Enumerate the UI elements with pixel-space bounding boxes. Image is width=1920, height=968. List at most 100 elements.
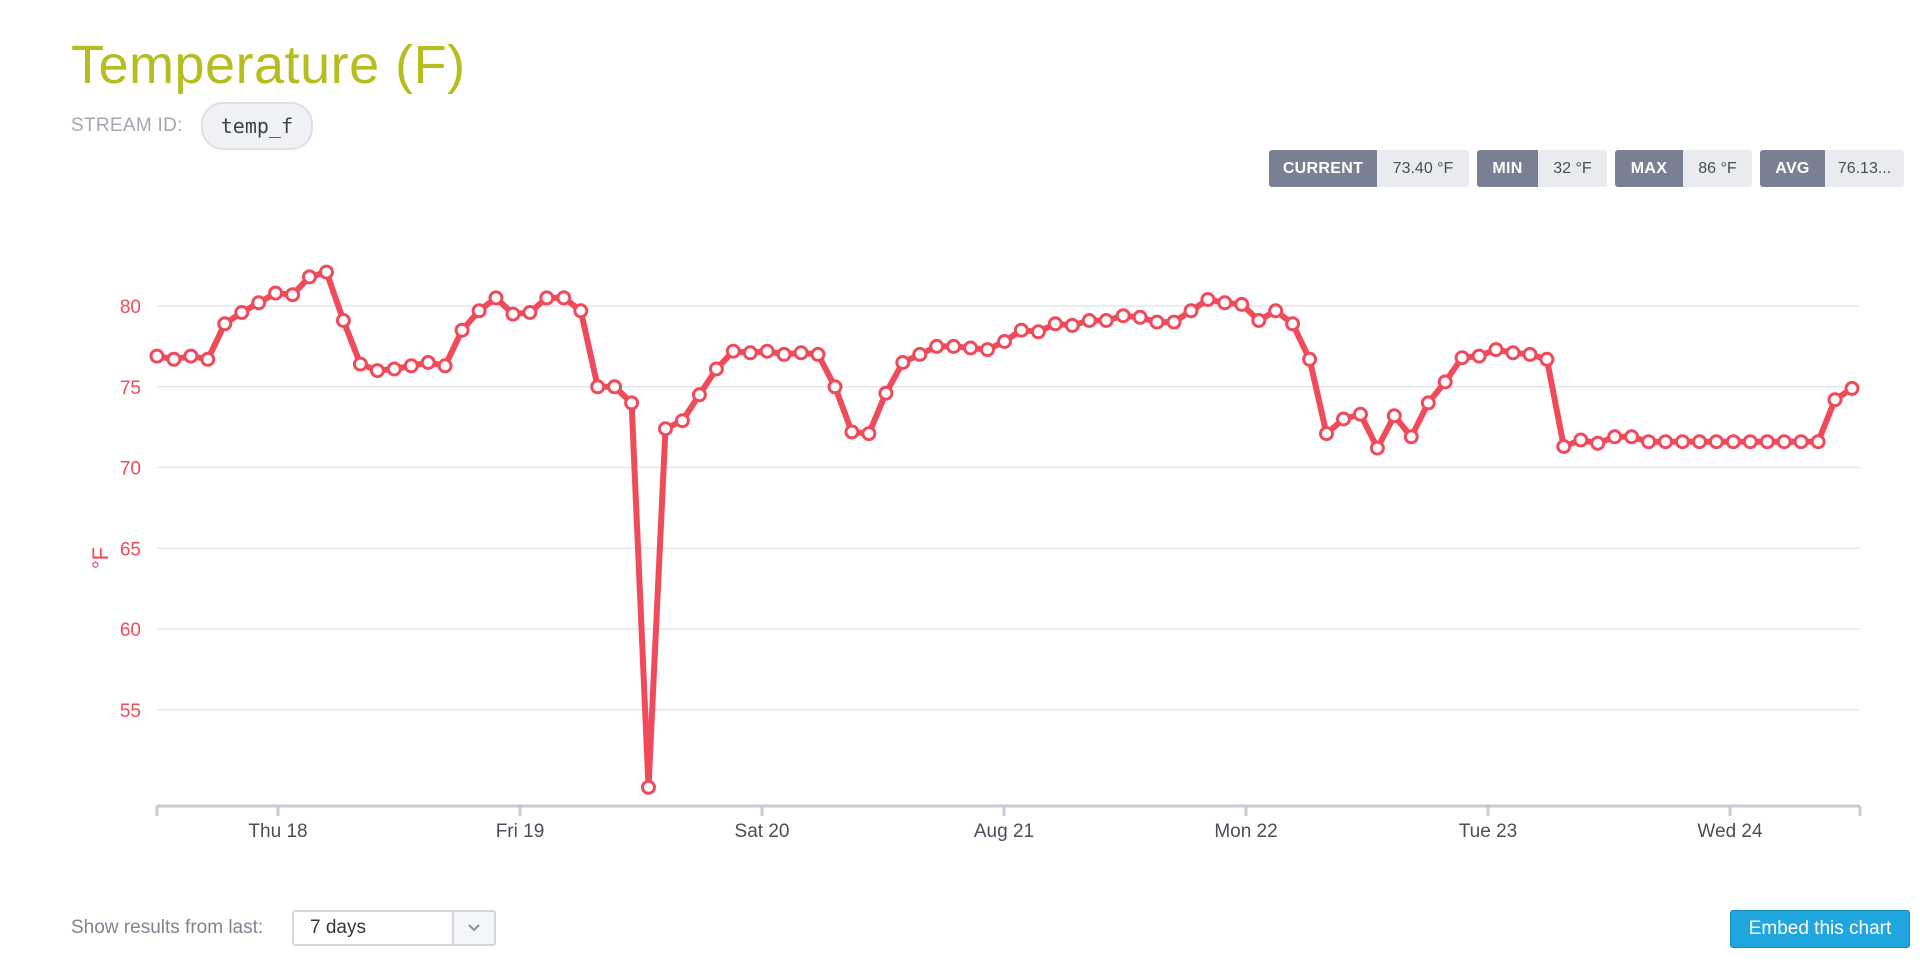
y-tick-label: 70 <box>120 459 141 480</box>
stat-max-value: 86 °F <box>1683 150 1752 187</box>
x-tick-label: Thu 18 <box>248 821 307 842</box>
data-point <box>1098 313 1114 328</box>
data-point <box>1488 342 1504 358</box>
data-point <box>1047 316 1063 332</box>
data-point <box>624 395 640 411</box>
y-tick-label: 65 <box>120 539 141 560</box>
data-point <box>1302 351 1318 367</box>
data-point <box>725 343 741 359</box>
data-point <box>1403 429 1419 445</box>
data-point <box>302 269 317 285</box>
chevron-down-icon[interactable] <box>452 912 494 944</box>
range-select-value: 7 days <box>310 917 366 938</box>
stat-max-label: MAX <box>1615 150 1683 187</box>
stat-min-label: MIN <box>1477 150 1538 187</box>
series-points <box>149 264 1860 795</box>
data-point <box>1353 406 1368 422</box>
y-axis-title: °F <box>88 547 113 569</box>
stream-id-badge: temp_f <box>200 102 313 150</box>
data-point <box>403 358 419 374</box>
data-point <box>674 413 690 429</box>
x-tick-label: Mon 22 <box>1214 821 1277 842</box>
data-point <box>1183 303 1199 319</box>
page-title: Temperature (F) <box>71 35 466 95</box>
data-point <box>1234 296 1250 312</box>
data-point <box>810 346 826 362</box>
data-point <box>166 351 182 367</box>
x-axis <box>155 804 1862 816</box>
stream-id-label: STREAM ID: <box>71 115 183 136</box>
stream-id-row: STREAM ID: temp_f <box>71 102 313 150</box>
data-point <box>1030 324 1046 340</box>
data-point <box>861 426 877 442</box>
data-point <box>454 322 470 338</box>
data-point <box>1725 434 1741 450</box>
range-select[interactable]: 7 days <box>292 910 496 946</box>
stat-min: MIN 32 °F <box>1477 150 1607 187</box>
data-point <box>1624 429 1640 445</box>
data-point <box>878 385 894 401</box>
data-point <box>946 338 962 354</box>
data-point <box>386 361 402 377</box>
data-point <box>1386 408 1402 424</box>
data-point <box>488 290 504 306</box>
data-point <box>1759 434 1775 450</box>
embed-chart-button[interactable]: Embed this chart <box>1730 910 1910 948</box>
data-point <box>1556 439 1572 454</box>
data-point <box>1675 434 1690 450</box>
data-point <box>1319 426 1334 442</box>
x-tick-label: Tue 23 <box>1459 821 1517 842</box>
data-point <box>352 356 368 372</box>
data-point <box>827 379 843 395</box>
data-point <box>844 424 860 440</box>
data-point <box>335 313 351 328</box>
data-point <box>1251 313 1267 328</box>
data-point <box>997 334 1012 349</box>
data-point <box>556 290 572 306</box>
data-point <box>590 379 606 395</box>
data-point <box>285 287 301 303</box>
data-point <box>1064 317 1080 333</box>
data-point <box>1522 346 1538 362</box>
data-point <box>963 340 979 356</box>
data-point <box>1217 295 1233 311</box>
data-point <box>793 345 809 361</box>
stat-avg: AVG 76.13... <box>1760 150 1904 187</box>
stat-current-label: CURRENT <box>1269 150 1377 187</box>
data-point <box>319 264 334 280</box>
data-point <box>607 379 623 395</box>
data-point <box>149 348 165 364</box>
data-point <box>234 305 250 320</box>
data-point <box>759 343 775 359</box>
grid-lines <box>157 305 1860 711</box>
x-tick-label: Wed 24 <box>1697 821 1763 842</box>
data-point <box>183 348 199 364</box>
data-point <box>1827 392 1843 408</box>
data-point <box>1149 314 1165 330</box>
stat-current: CURRENT 73.40 °F <box>1269 150 1469 187</box>
data-point <box>776 346 792 362</box>
stat-min-value: 32 °F <box>1538 150 1607 187</box>
data-point <box>708 361 724 377</box>
data-point <box>1505 345 1521 361</box>
data-point <box>1420 395 1436 411</box>
data-point <box>895 355 911 370</box>
y-tick-label: 80 <box>120 297 141 318</box>
x-tick-label: Aug 21 <box>974 821 1034 842</box>
data-point <box>1607 429 1623 445</box>
stat-avg-label: AVG <box>1760 150 1825 187</box>
data-point <box>658 421 673 437</box>
data-point <box>912 346 928 362</box>
stat-current-value: 73.40 °F <box>1377 150 1469 187</box>
y-tick-label: 60 <box>120 620 141 641</box>
y-tick-label: 75 <box>120 378 141 399</box>
data-point <box>1539 351 1555 367</box>
data-point <box>1471 348 1487 364</box>
data-point <box>1776 434 1792 450</box>
data-point <box>420 355 436 370</box>
data-point <box>1336 411 1351 427</box>
data-point <box>1844 380 1860 396</box>
data-point <box>1641 434 1657 450</box>
data-point <box>742 345 758 361</box>
